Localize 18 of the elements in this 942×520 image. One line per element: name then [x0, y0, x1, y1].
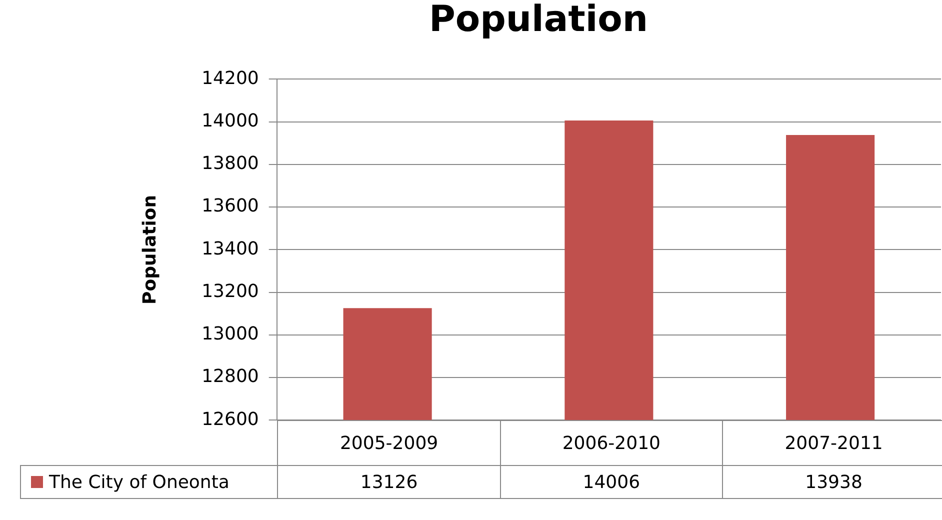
data-label: 14006 [500, 466, 723, 499]
data-label: 13126 [278, 466, 500, 499]
y-axis-title: Population [139, 194, 160, 304]
y-tick-label: 13400 [202, 238, 259, 260]
y-tick-label: 14000 [202, 110, 259, 132]
x-tick-label: 2005-2009 [278, 420, 500, 466]
y-tick-label: 12600 [202, 408, 259, 430]
chart-title: Population [428, 0, 648, 40]
legend-label: The City of Oneonta [48, 472, 230, 493]
y-tick-label: 13000 [202, 324, 259, 345]
y-tick-label: 12800 [202, 366, 259, 388]
y-tick-label: 14200 [202, 68, 259, 89]
x-tick-label: 2006-2010 [500, 420, 723, 466]
y-tick-label: 13200 [202, 280, 259, 302]
y-tick-label: 13800 [202, 153, 259, 174]
x-tick-label: 2007-2011 [722, 420, 942, 466]
y-tick-label: 13600 [202, 196, 259, 217]
data-label: 13938 [722, 466, 942, 499]
